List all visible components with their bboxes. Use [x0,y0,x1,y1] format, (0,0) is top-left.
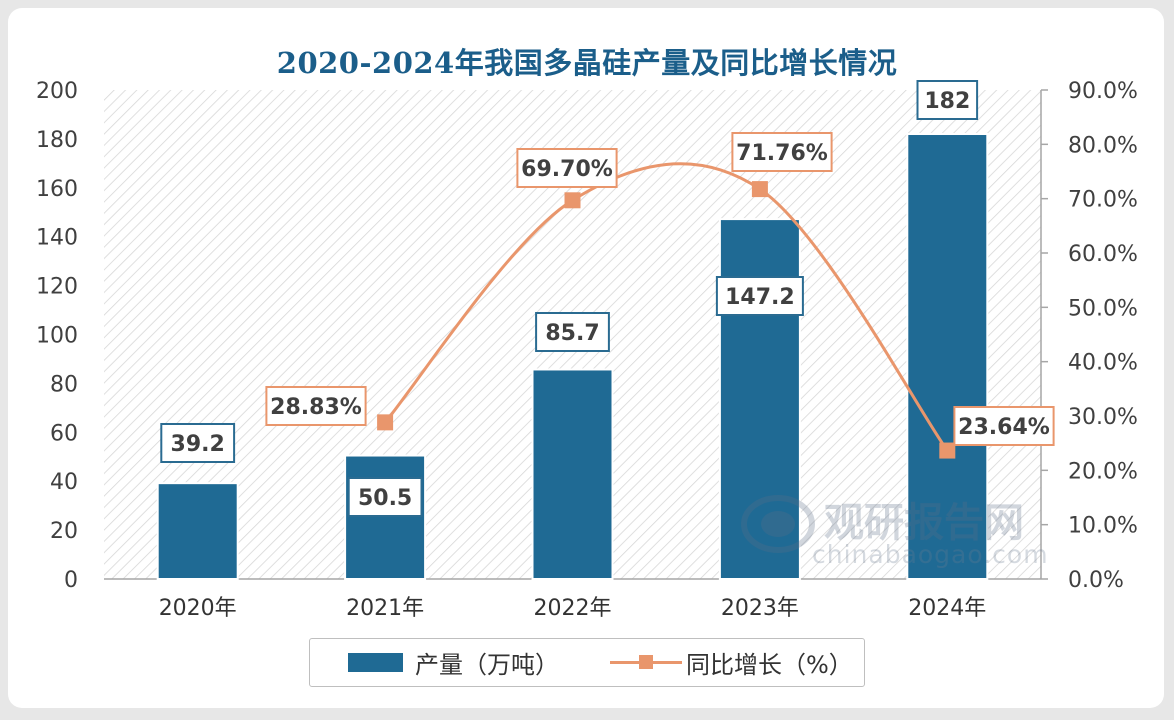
bar [344,454,427,580]
left-y-tick-label: 20 [50,519,78,544]
bar-data-label: 182 [924,89,970,114]
line-data-label: 28.83% [270,395,362,420]
legend-item-bar: 产量（万吨） [348,639,559,685]
line-data-label-box [731,132,833,172]
line-data-label: 71.76% [736,141,828,166]
right-y-tick-label: 90.0% [1068,79,1138,104]
x-tick-label: 2022年 [534,596,612,621]
right-y-tick-label: 0.0% [1068,568,1124,593]
bar-data-label-box [347,477,423,517]
right-y-tick-label: 70.0% [1068,188,1138,213]
left-y-tick-label: 160 [36,177,78,202]
watermark-url: chinabaogao.com [812,540,1049,569]
line-data-label: 69.70% [521,157,613,182]
watermark-logo-icon [741,495,815,553]
legend-bar-label: 产量（万吨） [415,650,559,679]
bar-data-label-box [715,276,804,316]
left-y-tick-label: 0 [64,568,78,593]
right-y-tick-label: 40.0% [1068,351,1138,376]
line-data-label-box [265,386,367,426]
line-data-label: 23.64% [958,415,1050,440]
left-y-tick-label: 140 [36,226,78,251]
legend: 产量（万吨） 同比增长（%） [309,638,865,687]
left-y-tick-label: 40 [50,470,78,495]
left-y-tick-label: 100 [36,324,78,349]
left-y-tick-label: 180 [36,128,78,153]
right-y-tick-label: 60.0% [1068,242,1138,267]
line-data-label-box [516,148,618,188]
x-tick-label: 2024年 [908,596,986,621]
right-y-tick-label: 30.0% [1068,405,1138,430]
bar-data-label: 147.2 [725,285,795,310]
right-y-tick-label: 20.0% [1068,459,1138,484]
growth-point [751,181,768,198]
growth-point [939,442,956,459]
growth-line [383,162,949,452]
left-y-tick-label: 120 [36,275,78,300]
legend-line-label: 同比增长（%） [686,650,853,679]
right-y-tick-label: 80.0% [1068,133,1138,158]
legend-line-swatch [610,652,682,672]
legend-bar-swatch [348,652,403,672]
growth-point [564,192,581,209]
left-y-tick-label: 200 [36,79,78,104]
bar-data-label: 50.5 [358,486,412,511]
bar-data-label: 39.2 [171,432,225,457]
x-tick-label: 2023年 [721,596,799,621]
left-y-tick-label: 60 [50,421,78,446]
bar-data-label-box [916,80,979,120]
line-data-label-box [953,406,1055,446]
bar-data-label-box [160,423,236,463]
right-y-tick-label: 10.0% [1068,514,1138,539]
watermark-text: 观研报告网 [824,500,1024,546]
legend-item-line: 同比增长（%） [610,639,853,685]
chart-title: 2020-2024年我国多晶硅产量及同比增长情况 [276,46,898,80]
bar-data-label-box [535,312,610,352]
left-y-tick-label: 80 [50,372,78,397]
bar [531,368,614,580]
right-y-tick-label: 50.0% [1068,296,1138,321]
growth-point [377,414,394,431]
bar [156,482,239,581]
x-tick-label: 2020年 [159,596,237,621]
bar-data-label: 85.7 [545,321,599,346]
bar [906,133,989,580]
x-tick-label: 2021年 [346,596,424,621]
